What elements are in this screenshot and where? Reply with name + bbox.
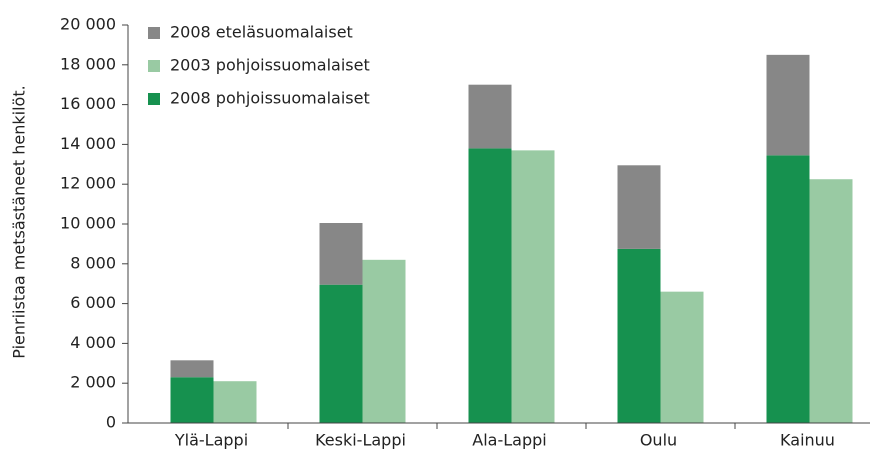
legend-swatch: [148, 27, 160, 39]
bar: [362, 259, 406, 423]
bar: [617, 165, 661, 249]
bar: [809, 179, 853, 423]
x-tick-label: Ala-Lappi: [472, 431, 546, 450]
bar: [319, 284, 363, 423]
bar: [170, 360, 214, 378]
y-tick-label: 16 000: [60, 94, 116, 113]
x-tick-label: Kainuu: [780, 431, 835, 450]
y-tick-label: 8 000: [70, 253, 116, 272]
bar: [617, 248, 661, 423]
x-tick-label: Keski-Lappi: [315, 431, 406, 450]
bar: [660, 291, 704, 423]
bar: [468, 148, 512, 423]
y-tick-label: 0: [106, 413, 116, 432]
legend-swatch: [148, 60, 160, 72]
y-axis-label: Pienriistaa metsästäneet henkilöt.: [10, 85, 29, 358]
bar: [170, 377, 214, 423]
bar: [766, 155, 810, 423]
y-tick-label: 10 000: [60, 214, 116, 233]
bar: [319, 223, 363, 285]
y-tick-label: 2 000: [70, 373, 116, 392]
x-tick-label: Oulu: [640, 431, 677, 450]
legend-label: 2003 pohjoissuomalaiset: [170, 56, 370, 75]
y-tick-label: 4 000: [70, 333, 116, 352]
bar: [511, 150, 555, 423]
y-tick-label: 12 000: [60, 174, 116, 193]
y-tick-label: 6 000: [70, 293, 116, 312]
x-tick-label: Ylä-Lappi: [174, 431, 248, 450]
legend-label: 2008 eteläsuomalaiset: [170, 23, 353, 42]
bar: [213, 381, 257, 423]
bar: [766, 54, 810, 156]
y-tick-label: 18 000: [60, 54, 116, 73]
bar: [468, 84, 512, 149]
y-tick-label: 20 000: [60, 15, 116, 34]
legend-swatch: [148, 93, 160, 105]
legend-label: 2008 pohjoissuomalaiset: [170, 89, 370, 108]
y-tick-label: 14 000: [60, 134, 116, 153]
